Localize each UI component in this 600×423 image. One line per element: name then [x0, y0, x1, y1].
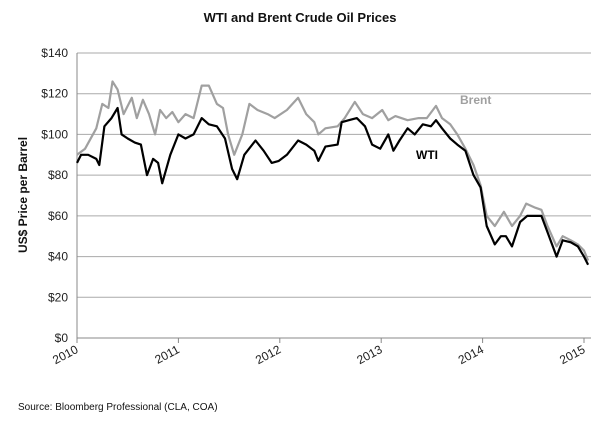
x-tick-labels: 2010 2011 2012 2013 2014 2015: [50, 342, 587, 367]
y-tick-label: $60: [48, 209, 68, 223]
x-tick-label: 2011: [152, 342, 182, 367]
x-tick-label: 2015: [557, 342, 587, 367]
y-tick-label: $0: [55, 331, 69, 345]
series-label-wti: WTI: [416, 148, 438, 162]
series-line-wti: [76, 106, 590, 266]
series-lines: [76, 80, 590, 266]
y-axis-label: US$ Price per Barrel: [16, 137, 30, 253]
y-tick-label: $140: [41, 46, 68, 60]
y-tick-label: $20: [48, 290, 68, 304]
x-tick-label: 2014: [456, 342, 486, 367]
x-tick-label: 2012: [253, 342, 283, 367]
y-tick-labels: $0 $20 $40 $60 $80 $100 $120 $140: [41, 46, 68, 345]
x-tick-label: 2010: [50, 342, 80, 367]
y-tick-label: $80: [48, 168, 68, 182]
y-tick-label: $120: [41, 87, 68, 101]
series-line-brent: [76, 80, 590, 262]
chart-title: WTI and Brent Crude Oil Prices: [204, 10, 397, 25]
y-tick-label: $40: [48, 250, 68, 264]
series-label-brent: Brent: [460, 93, 491, 107]
y-tick-label: $100: [41, 127, 68, 141]
source-note: Source: Bloomberg Professional (CLA, COA…: [18, 402, 218, 413]
gridlines: [76, 52, 591, 343]
x-tick-label: 2013: [354, 342, 384, 367]
